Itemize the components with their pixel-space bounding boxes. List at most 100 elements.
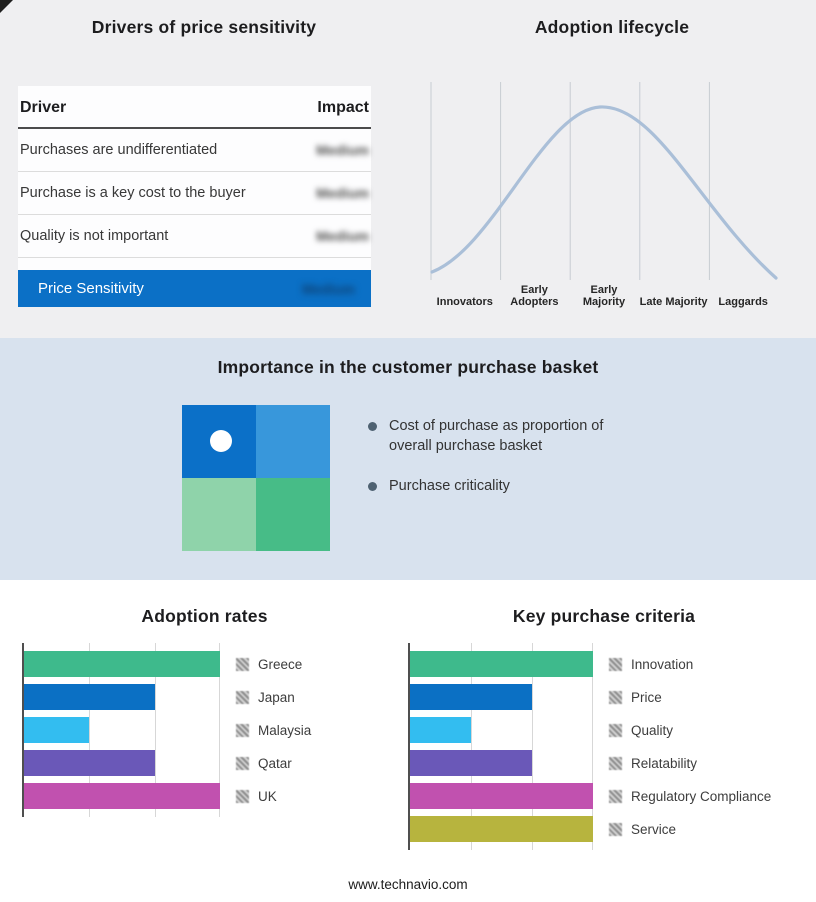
legend-label: Relatability xyxy=(631,755,698,771)
legend-item: UK xyxy=(236,783,311,809)
legend-label: Greece xyxy=(258,656,303,672)
key-purchase-criteria-chart xyxy=(408,643,593,850)
gridline xyxy=(154,643,156,817)
basket-bullet-list: Cost of purchase as proportion of overal… xyxy=(368,405,640,551)
table-row: Purchase is a key cost to the buyer Medi… xyxy=(18,172,371,215)
bar-greece xyxy=(24,651,220,677)
gridline xyxy=(470,643,472,850)
adoption-rates-title: Adoption rates xyxy=(141,606,268,626)
bullet-item: Cost of purchase as proportion of overal… xyxy=(368,417,640,456)
criteria-swatch-icon xyxy=(609,657,622,671)
table-row: Quality is not important Medium xyxy=(18,215,371,258)
website-url: www.technavio.com xyxy=(348,877,468,892)
gridline xyxy=(531,643,533,850)
bar-japan xyxy=(24,684,155,710)
flag-swatch-icon xyxy=(236,690,249,704)
impact-value-redacted: Medium xyxy=(316,228,369,244)
impact-value-redacted: Medium xyxy=(316,185,369,201)
legend-label: Quality xyxy=(631,722,674,738)
criteria-swatch-icon xyxy=(609,723,622,737)
driver-cell: Purchases are undifferentiated xyxy=(20,142,218,158)
legend-item: Price xyxy=(609,684,771,710)
price-sensitivity-table: Driver Impact Purchases are undifferenti… xyxy=(18,86,371,307)
flag-swatch-icon xyxy=(236,789,249,803)
legend-item: Qatar xyxy=(236,750,311,776)
bullet-item: Purchase criticality xyxy=(368,477,640,497)
gridline xyxy=(592,643,593,850)
bar-malaysia xyxy=(24,717,90,743)
bullet-text: Purchase criticality xyxy=(389,478,510,495)
column-header-driver: Driver xyxy=(20,99,67,116)
adoption-lifecycle-chart: Innovators Early Adopters Early Majority… xyxy=(430,82,778,309)
bullet-icon xyxy=(368,482,377,492)
legend-label: Regulatory Compliance xyxy=(631,788,772,804)
adoption-rates-chart xyxy=(22,643,220,817)
bar-qatar xyxy=(24,750,155,776)
white-dot-icon xyxy=(210,430,232,452)
basket-title: Importance in the customer purchase bask… xyxy=(217,357,599,377)
legend-label: Japan xyxy=(258,689,295,705)
legend-label: Malaysia xyxy=(258,722,312,738)
legend-label: Qatar xyxy=(258,755,292,771)
summary-impact-redacted: Medium xyxy=(302,280,355,297)
impact-value-redacted: Medium xyxy=(316,142,369,158)
legend-label: Service xyxy=(631,821,677,837)
bullet-icon xyxy=(368,422,377,431)
basket-content: Cost of purchase as proportion of overal… xyxy=(182,405,640,551)
lifecycle-chart-svg xyxy=(430,82,778,280)
bar-innovation xyxy=(410,651,593,677)
stage-label: Late Majority xyxy=(639,296,708,309)
legend-label: Price xyxy=(631,689,662,705)
legend-item: Japan xyxy=(236,684,311,710)
table-header-row: Driver Impact xyxy=(18,86,371,129)
criteria-swatch-icon xyxy=(609,690,622,704)
drivers-title: Drivers of price sensitivity xyxy=(91,17,317,37)
adoption-rates-chart-row: Greece Japan Malaysia Qatar UK xyxy=(22,643,387,817)
adoption-rates-block: Adoption rates Greece Japan xyxy=(22,606,387,817)
legend-item: Service xyxy=(609,816,771,842)
flag-swatch-icon xyxy=(236,723,249,737)
criteria-legend: Innovation Price Quality Relatability Re… xyxy=(609,643,771,850)
key-purchase-criteria-title: Key purchase criteria xyxy=(512,606,696,626)
bullet-text: Cost of purchase as proportion of overal… xyxy=(389,418,604,454)
key-purchase-criteria-block: Key purchase criteria Innovation xyxy=(408,606,800,850)
quadrant-top-left xyxy=(182,405,256,478)
top-section: Drivers of price sensitivity Adoption li… xyxy=(0,0,816,338)
criteria-swatch-icon xyxy=(609,789,622,803)
legend-label: UK xyxy=(258,788,277,804)
legend-item: Greece xyxy=(236,651,311,677)
gridline xyxy=(89,643,91,817)
flag-swatch-icon xyxy=(236,756,249,770)
legend-item: Regulatory Compliance xyxy=(609,783,771,809)
purchase-basket-section: Importance in the customer purchase bask… xyxy=(0,338,816,580)
criteria-swatch-icon xyxy=(609,756,622,770)
flag-swatch-icon xyxy=(236,657,249,671)
bar-relatability xyxy=(410,750,533,776)
stage-label: Laggards xyxy=(718,296,768,309)
column-header-impact: Impact xyxy=(317,99,369,116)
driver-cell: Quality is not important xyxy=(20,228,169,244)
bar-quality xyxy=(410,717,471,743)
legend-label: Innovation xyxy=(631,656,694,672)
legend-item: Malaysia xyxy=(236,717,311,743)
stage-label: Early Majority xyxy=(582,283,626,309)
quadrant-bottom-right xyxy=(256,478,330,551)
corner-fold-decoration xyxy=(0,0,13,13)
bar-uk xyxy=(24,783,220,809)
bar-service xyxy=(410,816,593,842)
criteria-chart-row: Innovation Price Quality Relatability Re… xyxy=(408,643,800,850)
adoption-rates-legend: Greece Japan Malaysia Qatar UK xyxy=(236,643,311,817)
bell-curve xyxy=(430,105,778,280)
price-sensitivity-summary-bar: Price Sensitivity Medium xyxy=(18,270,371,307)
stage-label: Innovators xyxy=(436,296,493,309)
bar-regulatory-compliance xyxy=(410,783,593,809)
legend-item: Relatability xyxy=(609,750,771,776)
stage-label: Early Adopters xyxy=(510,283,559,309)
lifecycle-title: Adoption lifecycle xyxy=(534,17,690,37)
gridline xyxy=(219,643,220,817)
bar-price xyxy=(410,684,533,710)
quadrant-bottom-left xyxy=(182,478,256,551)
legend-item: Quality xyxy=(609,717,771,743)
summary-label: Price Sensitivity xyxy=(38,280,144,297)
